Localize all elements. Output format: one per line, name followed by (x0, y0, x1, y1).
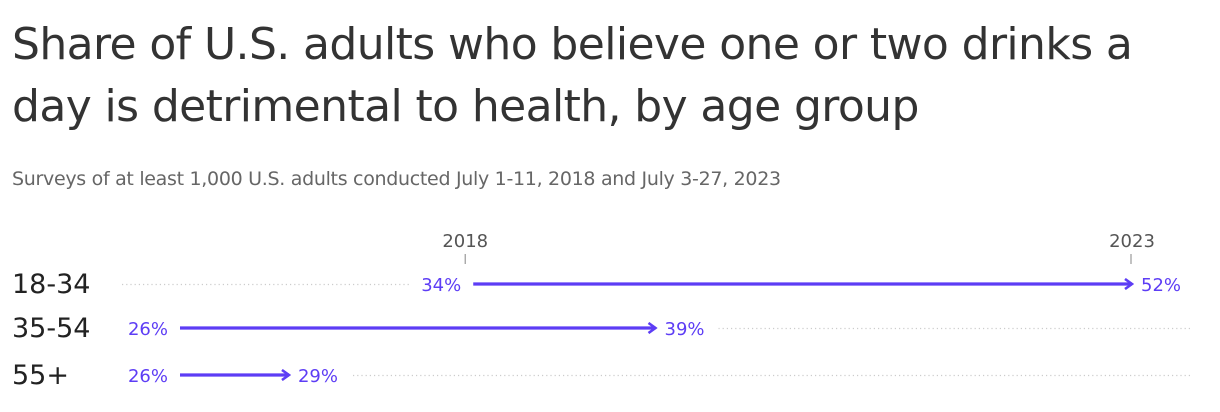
end-value-label: 39% (665, 319, 705, 340)
label-backing (409, 270, 474, 298)
chart-subtitle: Surveys of at least 1,000 U.S. adults co… (12, 168, 781, 190)
label-backing (116, 314, 180, 342)
start-value-label: 34% (421, 275, 461, 296)
row-label: 35-54 (12, 313, 90, 344)
legend-end-label: 2023 (1109, 231, 1155, 252)
row-label: 55+ (12, 360, 69, 391)
end-value-label: 29% (298, 366, 338, 387)
row-label: 18-34 (12, 269, 90, 300)
chart-title: Share of U.S. adults who believe one or … (12, 19, 1133, 132)
label-backing (1133, 270, 1195, 298)
start-value-label: 26% (128, 319, 168, 340)
legend-start-label: 2018 (442, 231, 488, 252)
chart-plot-area: 2018 2023 18-34 34% 52% 35-54 26% 39% 55+ 26% 29% (12, 231, 1195, 391)
label-backing (656, 314, 719, 342)
label-backing (116, 361, 180, 389)
label-backing (289, 361, 352, 389)
end-value-label: 52% (1141, 275, 1181, 296)
start-value-label: 26% (128, 366, 168, 387)
